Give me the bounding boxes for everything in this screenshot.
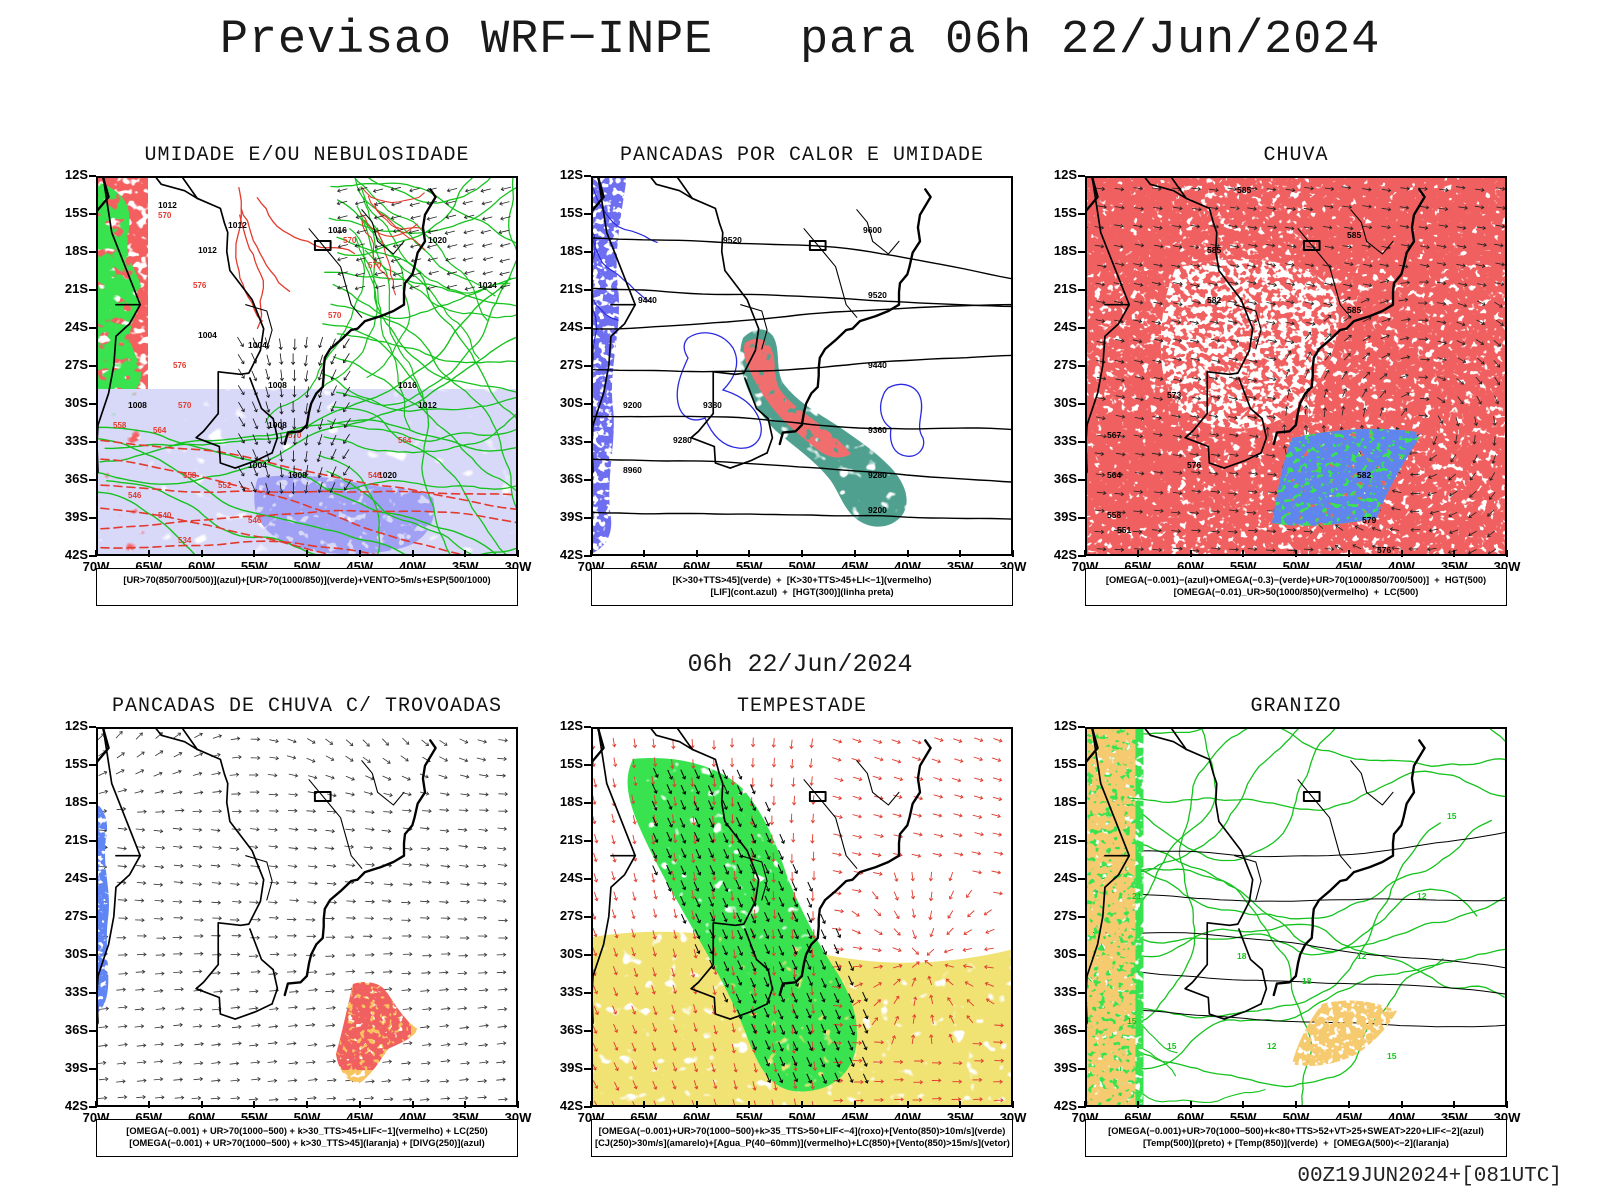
svg-text:585: 585 — [1207, 245, 1221, 255]
svg-text:564: 564 — [1107, 470, 1121, 480]
svg-text:558: 558 — [1107, 510, 1121, 520]
svg-text:1008: 1008 — [128, 400, 147, 410]
svg-text:558: 558 — [113, 421, 127, 430]
svg-text:1008: 1008 — [288, 470, 307, 480]
svg-text:15: 15 — [1167, 1041, 1177, 1051]
svg-text:570: 570 — [178, 401, 192, 410]
svg-text:9360: 9360 — [868, 425, 887, 435]
svg-text:564: 564 — [398, 436, 412, 445]
svg-text:9520: 9520 — [868, 290, 887, 300]
svg-text:18: 18 — [1302, 976, 1312, 986]
svg-text:567: 567 — [1107, 430, 1121, 440]
svg-text:570: 570 — [368, 261, 382, 270]
svg-text:1008: 1008 — [268, 420, 287, 430]
svg-text:1020: 1020 — [428, 235, 447, 245]
svg-text:15: 15 — [1127, 1016, 1137, 1026]
svg-text:546: 546 — [128, 491, 142, 500]
svg-text:9280: 9280 — [673, 435, 692, 445]
svg-text:576: 576 — [173, 361, 187, 370]
svg-text:540: 540 — [158, 511, 172, 520]
svg-text:12: 12 — [1357, 951, 1367, 961]
svg-text:570: 570 — [343, 236, 357, 245]
svg-text:1012: 1012 — [228, 220, 247, 230]
svg-text:1004: 1004 — [198, 330, 217, 340]
svg-text:18: 18 — [1237, 951, 1247, 961]
svg-text:9440: 9440 — [638, 295, 657, 305]
svg-text:9600: 9600 — [863, 225, 882, 235]
svg-text:9200: 9200 — [623, 400, 642, 410]
svg-text:8960: 8960 — [623, 465, 642, 475]
svg-text:546: 546 — [248, 516, 262, 525]
svg-text:579: 579 — [1362, 515, 1376, 525]
svg-text:1024: 1024 — [478, 280, 497, 290]
svg-text:570: 570 — [328, 311, 342, 320]
svg-text:1012: 1012 — [418, 400, 437, 410]
svg-text:564: 564 — [153, 426, 167, 435]
svg-text:576: 576 — [193, 281, 207, 290]
svg-text:1016: 1016 — [398, 380, 417, 390]
svg-text:12: 12 — [1417, 891, 1427, 901]
svg-text:551: 551 — [1117, 525, 1131, 535]
svg-text:21: 21 — [1132, 891, 1142, 901]
svg-text:1008: 1008 — [268, 380, 287, 390]
svg-text:534: 534 — [178, 536, 192, 545]
svg-text:582: 582 — [1357, 470, 1371, 480]
svg-text:576: 576 — [1377, 545, 1391, 555]
svg-text:15: 15 — [1447, 811, 1457, 821]
svg-text:12: 12 — [1267, 1041, 1277, 1051]
svg-text:1012: 1012 — [198, 245, 217, 255]
svg-text:552: 552 — [218, 481, 232, 490]
svg-text:570: 570 — [158, 211, 172, 220]
svg-text:573: 573 — [1167, 390, 1181, 400]
svg-text:585: 585 — [1347, 230, 1361, 240]
svg-text:585: 585 — [1237, 185, 1251, 195]
svg-text:15: 15 — [1387, 1051, 1397, 1061]
svg-text:1012: 1012 — [158, 200, 177, 210]
svg-text:558: 558 — [183, 471, 197, 480]
svg-text:9440: 9440 — [868, 360, 887, 370]
svg-text:9280: 9280 — [868, 470, 887, 480]
svg-text:1004: 1004 — [248, 460, 267, 470]
svg-text:9520: 9520 — [723, 235, 742, 245]
svg-text:585: 585 — [1347, 305, 1361, 315]
svg-text:582: 582 — [1207, 295, 1221, 305]
svg-text:576: 576 — [1187, 460, 1201, 470]
svg-text:546: 546 — [368, 471, 382, 480]
svg-text:9200: 9200 — [868, 505, 887, 515]
